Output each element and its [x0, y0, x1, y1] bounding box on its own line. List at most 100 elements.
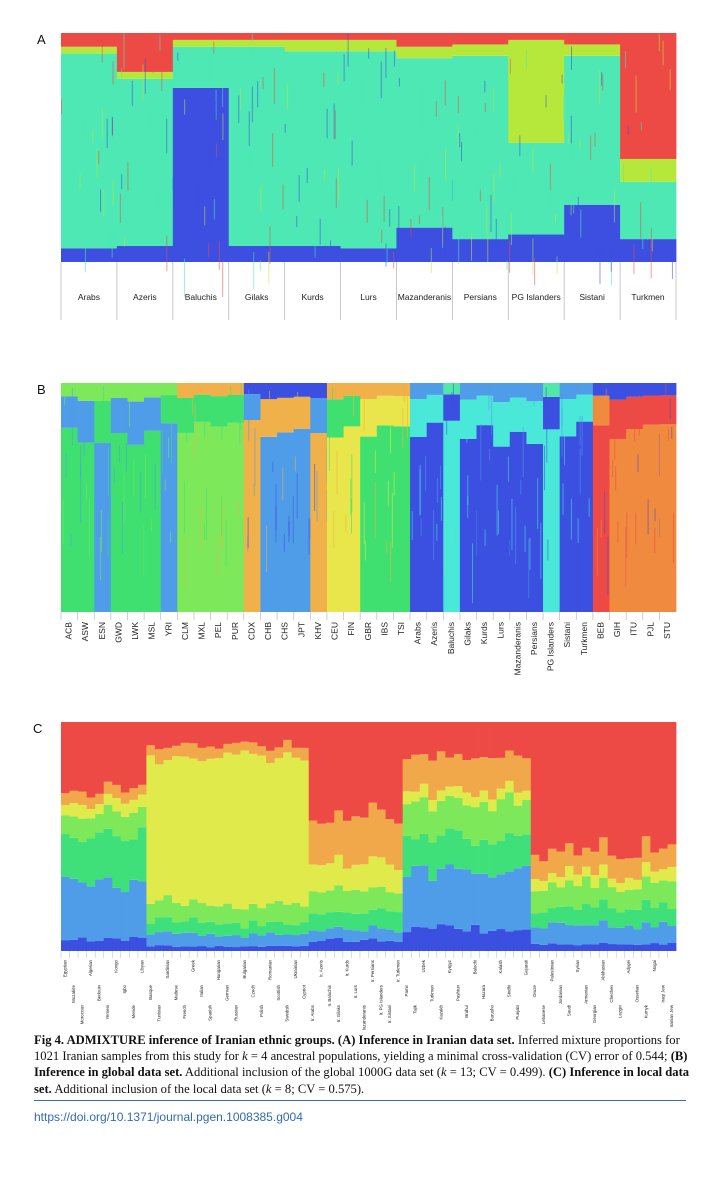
bar-b-texture	[292, 496, 294, 544]
tick-label-c-18: Hungarian	[216, 959, 221, 980]
bar-c-9-k7	[137, 722, 147, 785]
bar-c-11-k1	[154, 945, 164, 951]
bar-b-19-main	[376, 425, 394, 612]
bar-b-29-secondary	[543, 396, 561, 430]
bar-b-5-minor	[144, 383, 162, 398]
bar-c-29-k7	[308, 722, 318, 821]
bar-b-texture	[184, 537, 186, 589]
bar-c-61-k3	[582, 904, 591, 926]
bar-c-3-k4	[86, 818, 96, 839]
bar-c-14-k2	[180, 932, 190, 947]
bar-b-texture	[333, 511, 335, 548]
tick-label-c-9: Libyan	[139, 959, 144, 972]
bar-a-texture	[152, 37, 154, 73]
bar-b-texture	[446, 515, 448, 573]
panel-a-label: A	[37, 32, 46, 47]
bar-a-texture	[222, 86, 224, 107]
bar-c-3-k3	[86, 838, 96, 887]
bar-b-28-main	[526, 443, 544, 612]
bar-b-18-minor	[360, 383, 378, 400]
bar-b-texture	[238, 501, 240, 517]
bar-c-61-k5	[582, 866, 591, 877]
bar-c-32-k5	[334, 854, 344, 886]
bar-a-texture	[580, 209, 582, 238]
bar-c-37-k4	[377, 886, 386, 909]
bar-b-16-main	[326, 437, 344, 612]
bar-c-4-k5	[95, 804, 105, 814]
tick-label-a-7: Persians	[464, 292, 497, 302]
doi-link[interactable]: https://doi.org/10.1371/journal.pgen.100…	[34, 1110, 303, 1124]
tick-label-a-0: Arabs	[78, 292, 100, 302]
bar-b-5-secondary	[144, 397, 162, 431]
bar-c-60-k5	[573, 874, 583, 887]
bar-b-27-main	[509, 431, 527, 612]
bar-a-texture	[650, 242, 652, 279]
bar-c-28-k4	[300, 906, 310, 923]
bar-a-texture	[184, 99, 186, 115]
bar-c-30-k2	[317, 931, 327, 941]
bar-b-35-secondary	[642, 395, 660, 425]
bar-a-texture	[650, 168, 652, 189]
tick-label-c-22: Czech	[250, 984, 255, 997]
bar-a-texture	[509, 241, 511, 273]
bar-c-32-k6	[334, 810, 344, 855]
bar-b-1-minor	[77, 383, 95, 401]
bar-c-65-k5	[616, 883, 626, 892]
tick-label-a-1: Azeris	[133, 292, 157, 302]
bar-b-texture	[498, 510, 500, 535]
bar-c-33-k2	[342, 929, 352, 942]
bar-c-19-k6	[223, 743, 233, 753]
bar-a-texture	[92, 129, 94, 144]
tick-label-b-5: MSL	[147, 622, 157, 640]
bar-c-63-k4	[599, 878, 609, 900]
bar-c-38-k6	[385, 819, 395, 865]
bar-a-texture	[262, 76, 264, 89]
bar-a-texture	[260, 185, 262, 213]
bar-c-52-k5	[505, 780, 515, 793]
bar-c-61-k7	[582, 722, 591, 848]
bar-a-texture	[435, 196, 437, 214]
bar-c-69-k2	[650, 927, 660, 944]
bar-c-42-k3	[419, 833, 429, 866]
bar-a-texture	[101, 108, 103, 139]
bar-c-10-k7	[146, 722, 156, 746]
bar-c-44-k2	[436, 868, 446, 925]
bar-b-texture	[446, 418, 448, 435]
bar-c-47-k4	[462, 805, 472, 839]
bar-c-25-k3	[274, 921, 284, 935]
bar-c-59-k2	[564, 925, 574, 945]
bar-a-texture	[213, 199, 215, 220]
caption-fig-label: Fig 4.	[34, 1033, 65, 1047]
tick-label-c-11: Tunisian	[156, 1004, 161, 1021]
bar-c-34-k6	[351, 816, 361, 865]
bar-c-66-k5	[624, 877, 634, 890]
bar-c-1-k2	[69, 878, 79, 940]
tick-label-c-70: Iraqi Jew	[660, 984, 665, 1002]
bar-a-texture	[269, 226, 271, 265]
bar-b-33-minor	[609, 383, 627, 400]
tick-label-c-21: Bulgarian	[242, 959, 247, 978]
bar-c-41-k7	[411, 722, 421, 755]
bar-c-11-k6	[154, 749, 164, 765]
bar-c-56-k2	[539, 928, 549, 945]
bar-b-texture	[125, 442, 127, 472]
tick-label-c-14: French	[182, 1004, 187, 1018]
bar-c-44-k7	[436, 722, 446, 752]
bar-c-20-k7	[231, 722, 241, 743]
bar-a-texture	[298, 174, 300, 202]
bar-a-texture	[444, 80, 446, 106]
bar-c-12-k2	[163, 931, 173, 946]
bar-c-71-k7	[667, 722, 677, 845]
bar-a-texture	[613, 189, 615, 223]
bar-a-texture	[204, 206, 206, 226]
bar-c-13-k6	[172, 745, 181, 757]
bar-b-texture	[615, 465, 617, 491]
bar-c-10-k5	[146, 755, 156, 904]
caption-b-k: k	[440, 1065, 447, 1080]
bar-b-texture	[275, 483, 277, 530]
bar-c-46-k6	[453, 754, 463, 787]
bar-a-texture	[343, 54, 345, 82]
bar-c-65-k3	[616, 912, 626, 928]
bar-c-59-k6	[564, 843, 574, 866]
bar-c-49-k1	[479, 933, 489, 951]
